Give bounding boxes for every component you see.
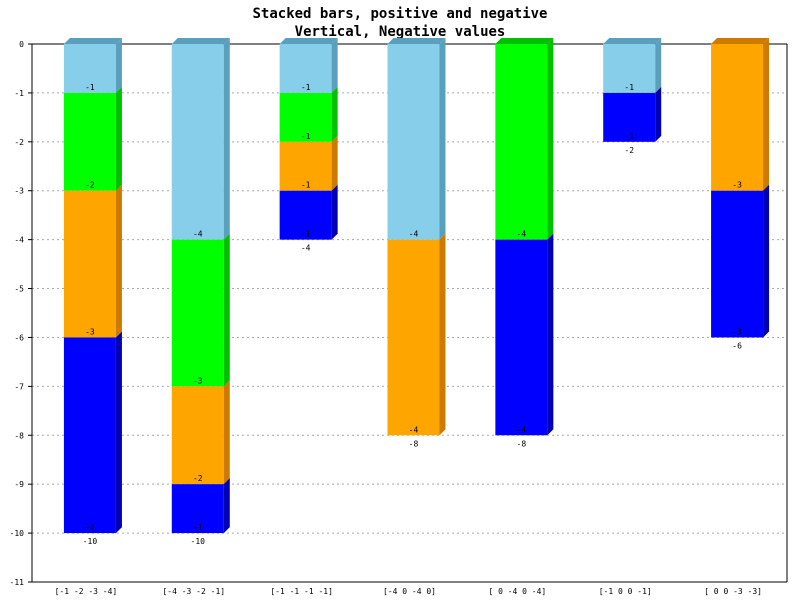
bar-segment-side — [116, 331, 122, 533]
y-tick-label: -4 — [14, 236, 24, 245]
segment-label: -2 — [85, 181, 95, 190]
x-tick-label: [-1 -1 -1 -1] — [270, 587, 333, 596]
bar-segment — [172, 44, 224, 240]
segment-label: -4 — [85, 523, 95, 532]
bar-segment-side — [332, 185, 338, 240]
y-ticks: 0 -1 -2 -3 -4 -5 -6 -7 -8 -9 -10 -11 — [10, 40, 32, 587]
y-tick-label: -1 — [14, 89, 24, 98]
bar-segment-side — [224, 38, 230, 240]
total-label: -8 — [517, 439, 527, 448]
segment-label: -4 — [409, 425, 419, 434]
bar-segment-side — [224, 234, 230, 387]
total-label: -8 — [409, 439, 419, 448]
segment-label: -1 — [624, 83, 634, 92]
bar-top-face — [64, 38, 122, 44]
y-tick-label: -10 — [10, 529, 25, 538]
segment-label: -4 — [409, 230, 419, 239]
y-tick-label: -2 — [14, 138, 24, 147]
x-ticks: [-1 -2 -3 -4] [-4 -3 -2 -1] [-1 -1 -1 -1] [… — [55, 587, 762, 596]
bar-top-face — [495, 38, 553, 44]
bar-segment — [388, 240, 440, 436]
segment-label: -1 — [85, 83, 95, 92]
segment-label: -1 — [301, 230, 311, 239]
y-tick-label: -5 — [14, 285, 24, 294]
bar-segment — [495, 240, 547, 436]
bar-top-face — [388, 38, 446, 44]
total-label: -4 — [301, 244, 311, 253]
bar-segment-side — [332, 136, 338, 191]
bar-segment — [172, 386, 224, 484]
segment-label: -1 — [301, 83, 311, 92]
y-tick-label: -8 — [14, 431, 24, 440]
segment-label: -4 — [193, 230, 203, 239]
bar-segment-side — [763, 185, 769, 338]
bar-top-face — [172, 38, 230, 44]
segment-label: -1 — [193, 523, 203, 532]
bar-segment-side — [655, 38, 661, 93]
bar-top-face — [711, 38, 769, 44]
bar-segment-side — [547, 234, 553, 436]
x-tick-label: [-1 -2 -3 -4] — [55, 587, 118, 596]
bar-segment-side — [332, 38, 338, 93]
segment-label: -2 — [193, 474, 203, 483]
bar-segment-side — [763, 38, 769, 191]
x-tick-label: [ 0 0 -3 -3] — [704, 587, 762, 596]
y-tick-label: -9 — [14, 480, 24, 489]
segment-label: -3 — [193, 376, 203, 385]
segment-label: -1 — [624, 132, 634, 141]
total-label: -10 — [83, 537, 98, 546]
bar-segment — [711, 191, 763, 338]
bar-segment-side — [332, 87, 338, 142]
y-tick-label: -7 — [14, 382, 24, 391]
bar-segment-side — [547, 38, 553, 240]
chart-subtitle: Vertical, Negative values — [295, 24, 506, 40]
bar-segment-side — [440, 234, 446, 436]
y-tick-label: 0 — [19, 40, 24, 49]
segment-label: -1 — [301, 181, 311, 190]
segment-label: -3 — [85, 327, 95, 336]
total-label: -10 — [191, 537, 206, 546]
segment-label: -3 — [732, 327, 742, 336]
y-tick-label: -3 — [14, 187, 24, 196]
bar-segment — [388, 44, 440, 240]
segment-label: -4 — [517, 230, 527, 239]
bar-segment-side — [116, 38, 122, 93]
segment-label: -3 — [732, 181, 742, 190]
bar-segment-side — [116, 185, 122, 338]
x-tick-label: [-4 0 -4 0] — [383, 587, 436, 596]
bar-segment-side — [116, 87, 122, 191]
bar-segment-side — [440, 38, 446, 240]
bar-top-face — [603, 38, 661, 44]
bar-segment-side — [224, 380, 230, 484]
bar-segment-side — [224, 478, 230, 533]
total-label: -6 — [732, 341, 742, 350]
segment-label: -1 — [301, 132, 311, 141]
bar-segment — [64, 337, 116, 533]
bars: -1 -2 -3 -4 -10 -4 -3 -2 -1 -10 -1 -1 -1 -1 -4 -4 -4 -8 -4… — [64, 38, 769, 546]
bar-segment — [711, 44, 763, 191]
chart-title: Stacked bars, positive and negative — [252, 6, 547, 22]
y-tick-label: -11 — [10, 578, 25, 587]
segment-label: -4 — [517, 425, 527, 434]
x-tick-label: [-4 -3 -2 -1] — [162, 587, 225, 596]
x-tick-label: [-1 0 0 -1] — [599, 587, 652, 596]
bar-segment — [172, 240, 224, 387]
total-label: -2 — [624, 146, 634, 155]
bar-segment — [495, 44, 547, 240]
x-tick-label: [ 0 -4 0 -4] — [488, 587, 546, 596]
bar-segment-side — [655, 87, 661, 142]
y-tick-label: -6 — [14, 333, 24, 342]
bar-top-face — [280, 38, 338, 44]
bar-segment — [64, 191, 116, 338]
bar-segment — [64, 93, 116, 191]
